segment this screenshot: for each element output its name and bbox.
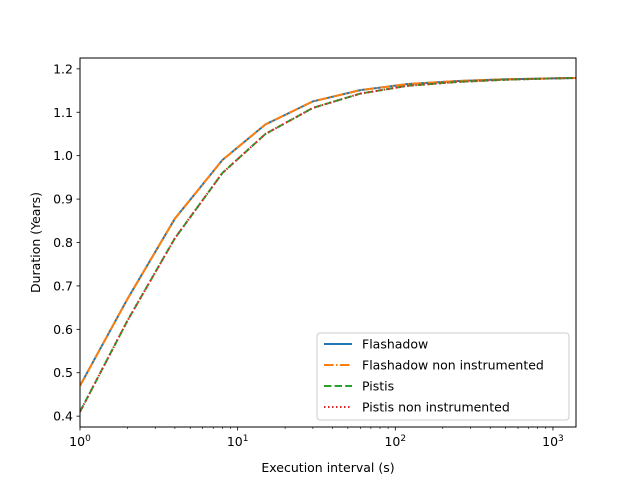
y-tick-label-8: 1.2 — [53, 61, 73, 76]
y-tick-label-1: 0.5 — [53, 365, 73, 380]
y-tick-label-7: 1.1 — [53, 105, 73, 120]
legend-box — [316, 332, 570, 421]
y-tick-label-5: 0.9 — [53, 192, 73, 207]
y-tick-label-2: 0.6 — [53, 322, 73, 337]
y-tick-label-4: 0.8 — [53, 235, 73, 250]
series-layer — [80, 76, 576, 413]
legend-label-2: Flashadow non instrumented — [362, 358, 544, 373]
x-tick-label-1: 101 — [227, 434, 249, 449]
series-line-3 — [80, 76, 576, 413]
legend-label-4: Pistis non instrumented — [362, 400, 510, 415]
legend: Flashadow Flashadow non instrumented Pisti… — [316, 332, 570, 421]
x-axis-label: Execution interval (s) — [261, 460, 394, 475]
x-tick-label-0: 100 — [69, 434, 91, 449]
legend-label-1: Flashadow — [362, 337, 428, 352]
x-tick-label-3: 103 — [542, 434, 564, 449]
y-tick-label-6: 1.0 — [53, 148, 73, 163]
y-axis-label: Duration (Years) — [28, 192, 43, 293]
y-tick-label-3: 0.7 — [53, 278, 73, 293]
x-axis: 100 101 102 103 — [69, 427, 564, 449]
y-axis: 0.4 0.5 0.6 0.7 0.8 0.9 1.0 1.1 1.2 — [53, 61, 80, 424]
legend-label-3: Pistis — [362, 379, 394, 394]
y-tick-label-0: 0.4 — [53, 409, 73, 424]
x-tick-label-2: 102 — [384, 434, 406, 449]
